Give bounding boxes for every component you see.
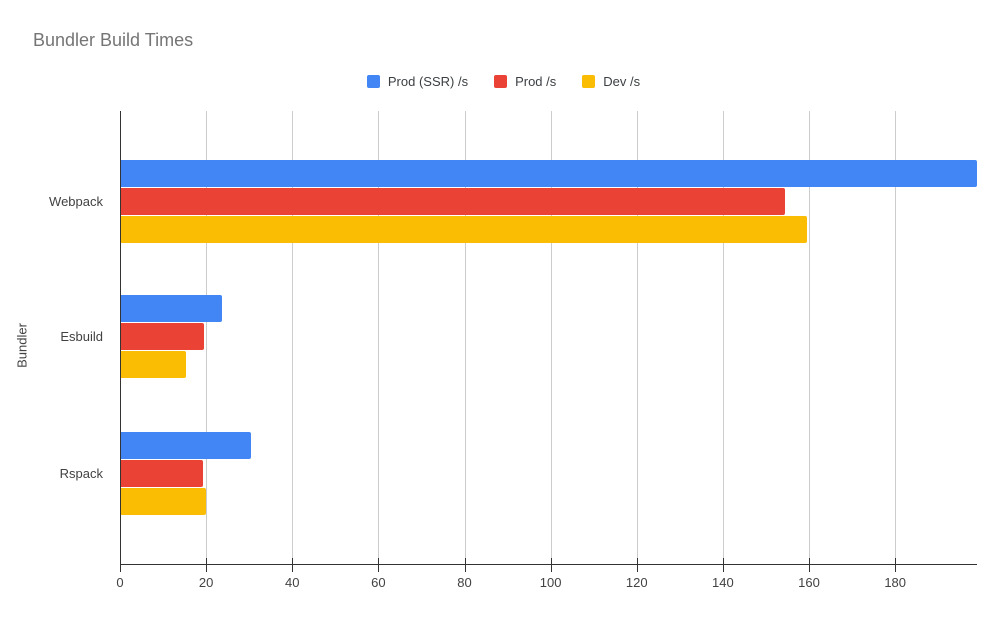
bar-esbuild-dev--s: [120, 351, 186, 378]
y-axis-title-text: Bundler: [14, 323, 30, 368]
legend-label: Prod /s: [515, 74, 557, 89]
x-tick-label-120: 120: [625, 575, 648, 590]
x-tick-80: [464, 558, 466, 572]
gridline-60: [378, 111, 380, 565]
y-axis-line: [120, 111, 121, 565]
category-axis-labels: Webpack Esbuild Rspack: [0, 111, 112, 565]
bar-webpack-dev--s: [120, 216, 807, 243]
legend-item-prod--ssr---s: Prod (SSR) /s: [366, 74, 469, 89]
bar-webpack-prod--s: [120, 188, 785, 215]
category-label-webpack: Webpack: [49, 194, 103, 209]
x-axis-line: [120, 564, 977, 565]
x-tick-label-60: 60: [371, 575, 386, 590]
legend-item-prod--s: Prod /s: [494, 74, 556, 89]
x-tick-0: [120, 558, 121, 572]
category-label-rspack: Rspack: [59, 466, 103, 481]
legend-label: Prod (SSR) /s: [387, 74, 469, 89]
bar-esbuild-prod--ssr---s: [120, 295, 222, 322]
x-tick-label-160: 160: [798, 575, 820, 590]
x-tick-140: [722, 558, 724, 572]
bar-webpack-prod--ssr---s: [120, 160, 977, 187]
legend-swatch-icon: [366, 75, 380, 88]
legend-item-dev--s: Dev /s: [582, 74, 640, 89]
chart-title: Bundler Build Times: [33, 30, 194, 50]
bar-rspack-prod--s: [120, 460, 203, 487]
x-tick-100: [550, 558, 552, 572]
legend-label: Dev /s: [603, 74, 641, 89]
x-tick-label-180: 180: [884, 575, 907, 590]
category-label-esbuild: Esbuild: [60, 329, 103, 344]
bars-layer: [120, 111, 977, 565]
x-tick-20: [206, 558, 208, 572]
x-tick-60: [378, 558, 380, 572]
gridline-80: [464, 111, 466, 565]
gridline-40: [292, 111, 294, 565]
gridline-120: [636, 111, 638, 565]
bar-rspack-dev--s: [120, 488, 207, 515]
plot-area: 0 20 40 60 80 100 120 140 160 180: [116, 111, 977, 590]
x-tick-label-140: 140: [712, 575, 734, 590]
x-tick-120: [636, 558, 638, 572]
gridline-160: [809, 111, 811, 565]
x-tick-label-80: 80: [457, 575, 472, 590]
gridline-20: [206, 111, 208, 565]
x-tick-label-100: 100: [539, 575, 562, 590]
x-tick-160: [809, 558, 811, 572]
x-tick-label-20: 20: [198, 575, 214, 590]
x-tick-180: [895, 558, 897, 572]
gridline-180: [895, 111, 897, 565]
bar-rspack-prod--ssr---s: [120, 432, 252, 459]
bar-esbuild-prod--s: [120, 323, 204, 350]
x-tick-label-40: 40: [285, 575, 300, 590]
x-tick-40: [292, 558, 294, 572]
legend: Prod (SSR) /s Prod /s Dev /s: [0, 74, 1007, 89]
legend-swatch-icon: [494, 75, 508, 88]
x-tick-label-0: 0: [116, 575, 124, 590]
gridline-100: [550, 111, 552, 565]
legend-swatch-icon: [582, 75, 596, 88]
gridline-140: [722, 111, 724, 565]
